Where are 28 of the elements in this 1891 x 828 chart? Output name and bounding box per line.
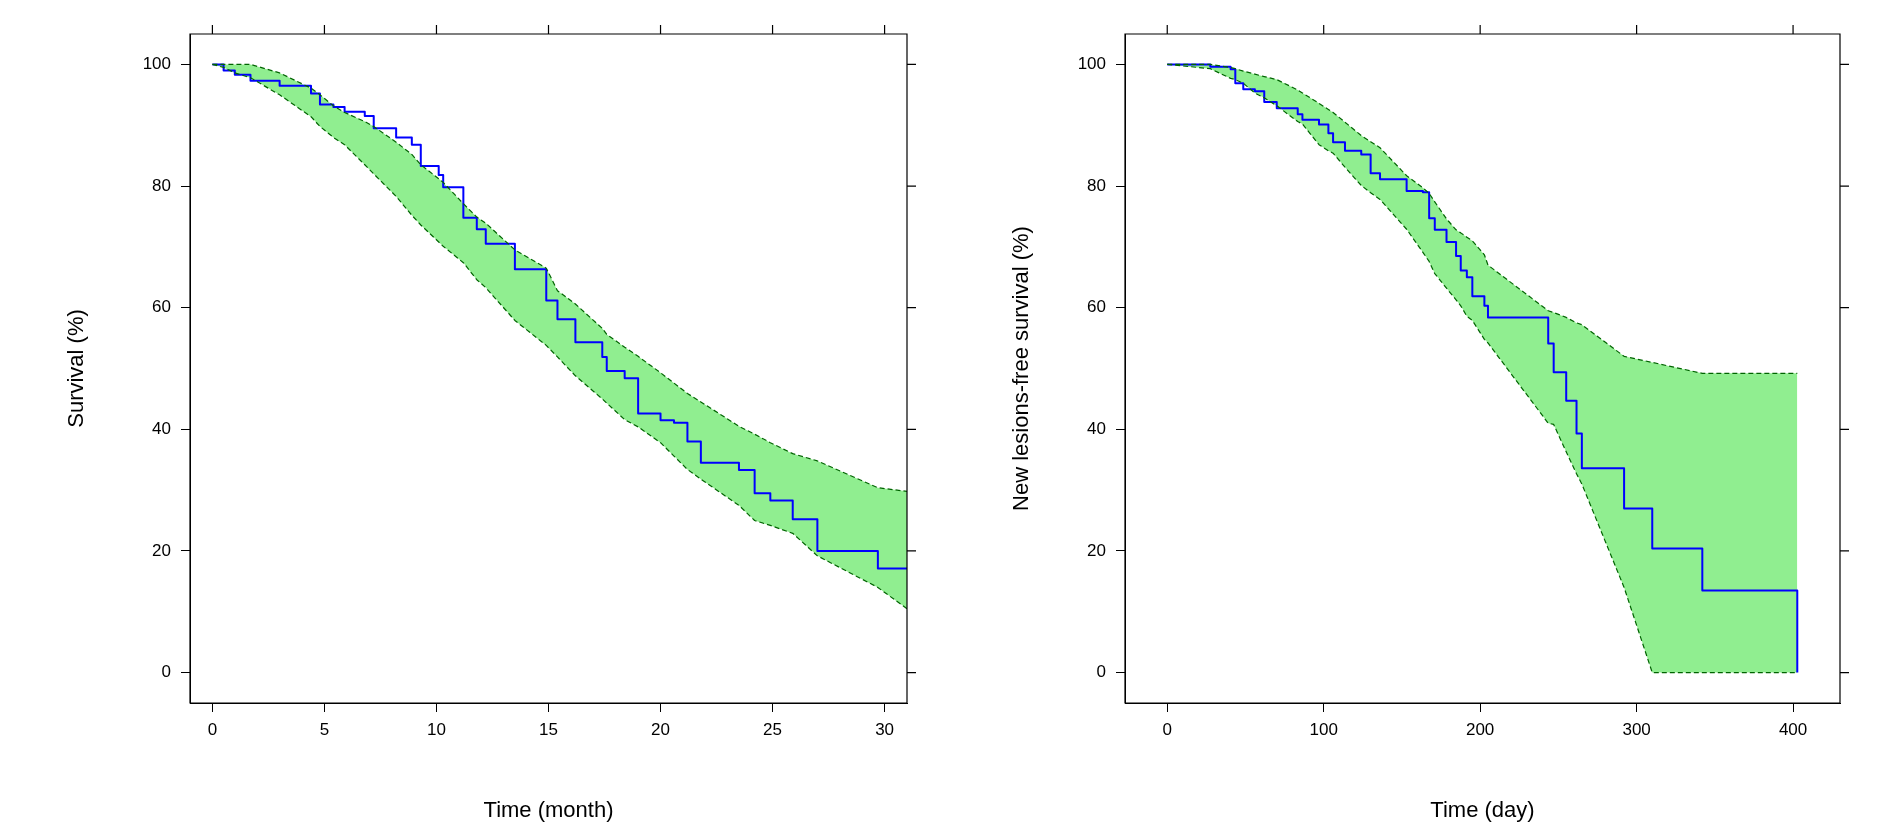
x-tick-label: 15 <box>539 719 558 739</box>
y-axis-title: Survival (%) <box>63 309 89 428</box>
y-tick-label: 100 <box>1077 54 1106 74</box>
y-tick-label: 60 <box>152 297 171 317</box>
x-tick-label: 30 <box>875 719 895 739</box>
y-axis-title: New lesions-free survival (%) <box>1008 226 1034 511</box>
y-tick-label: 20 <box>1087 540 1106 560</box>
x-tick-label: 400 <box>1778 719 1808 739</box>
y-tick-label: 80 <box>1087 175 1106 195</box>
y-tick-label: 60 <box>1087 297 1106 317</box>
x-tick-label: 100 <box>1309 719 1338 739</box>
x-tick-label: 20 <box>651 719 670 739</box>
y-tick-label: 80 <box>152 175 171 195</box>
x-tick-label: 25 <box>763 719 783 739</box>
x-axis-title: Time (month) <box>483 796 614 822</box>
y-tick-label: 100 <box>142 54 171 74</box>
x-tick-label: 5 <box>319 719 330 739</box>
y-tick-label: 20 <box>152 540 171 560</box>
x-tick-label: 0 <box>1162 719 1172 739</box>
x-tick-label: 0 <box>207 719 218 739</box>
x-tick-label: 300 <box>1622 719 1651 739</box>
y-tick-label: 0 <box>161 662 171 682</box>
x-tick-label: 200 <box>1465 719 1495 739</box>
x-axis-title: Time (day) <box>1430 796 1535 822</box>
x-tick-label: 10 <box>427 719 446 739</box>
y-tick-label: 40 <box>1087 419 1106 439</box>
y-tick-label: 0 <box>1096 662 1106 682</box>
y-tick-label: 40 <box>152 419 171 439</box>
